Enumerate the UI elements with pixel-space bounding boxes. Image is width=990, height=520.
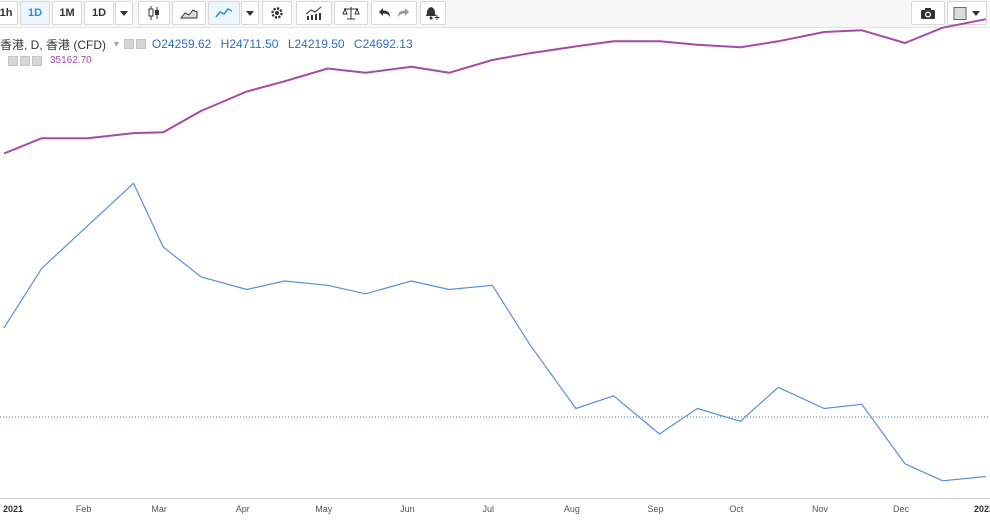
close-value: C24692.13 (354, 37, 413, 51)
compare-settings-icon[interactable] (20, 56, 30, 66)
ohlc-values: O24259.62 H24711.50 L24219.50 C24692.13 (152, 37, 419, 51)
x-tick-label: 2021 (3, 504, 23, 514)
x-tick-label: Dec (893, 504, 909, 514)
remove-compare-icon[interactable] (32, 56, 42, 66)
x-tick-label: Jul (482, 504, 494, 514)
compare-value: 35162.70 (50, 55, 92, 66)
x-tick-label: Mar (151, 504, 167, 514)
compare-legend: 35162.70 (8, 54, 92, 67)
x-tick-label: Apr (236, 504, 250, 514)
series-legend: 香港, D, 香港 (CFD) ▼ O24259.62 H24711.50 L2… (0, 36, 419, 52)
x-tick-label: May (315, 504, 332, 514)
x-tick-label: 2022 (974, 504, 990, 514)
x-axis: 2021 Feb Mar Apr May Jun Jul Aug Sep Oct Nov Dec 202… (0, 498, 990, 520)
main-series-line (4, 183, 986, 481)
symbol-title: 香港, D, 香港 (CFD) (0, 36, 106, 53)
open-value: O24259.62 (152, 37, 211, 51)
x-tick-label: Aug (564, 504, 580, 514)
x-tick-label: Sep (647, 504, 663, 514)
hide-compare-icon[interactable] (8, 56, 18, 66)
x-tick-label: Feb (76, 504, 92, 514)
x-tick-label: Jun (400, 504, 415, 514)
chevron-down-icon[interactable]: ▼ (112, 39, 121, 49)
series-settings-icon[interactable] (136, 39, 146, 49)
hide-series-icon[interactable] (124, 39, 134, 49)
x-tick-label: Nov (812, 504, 828, 514)
low-value: L24219.50 (288, 37, 345, 51)
high-value: H24711.50 (221, 37, 279, 51)
x-tick-label: Oct (729, 504, 743, 514)
